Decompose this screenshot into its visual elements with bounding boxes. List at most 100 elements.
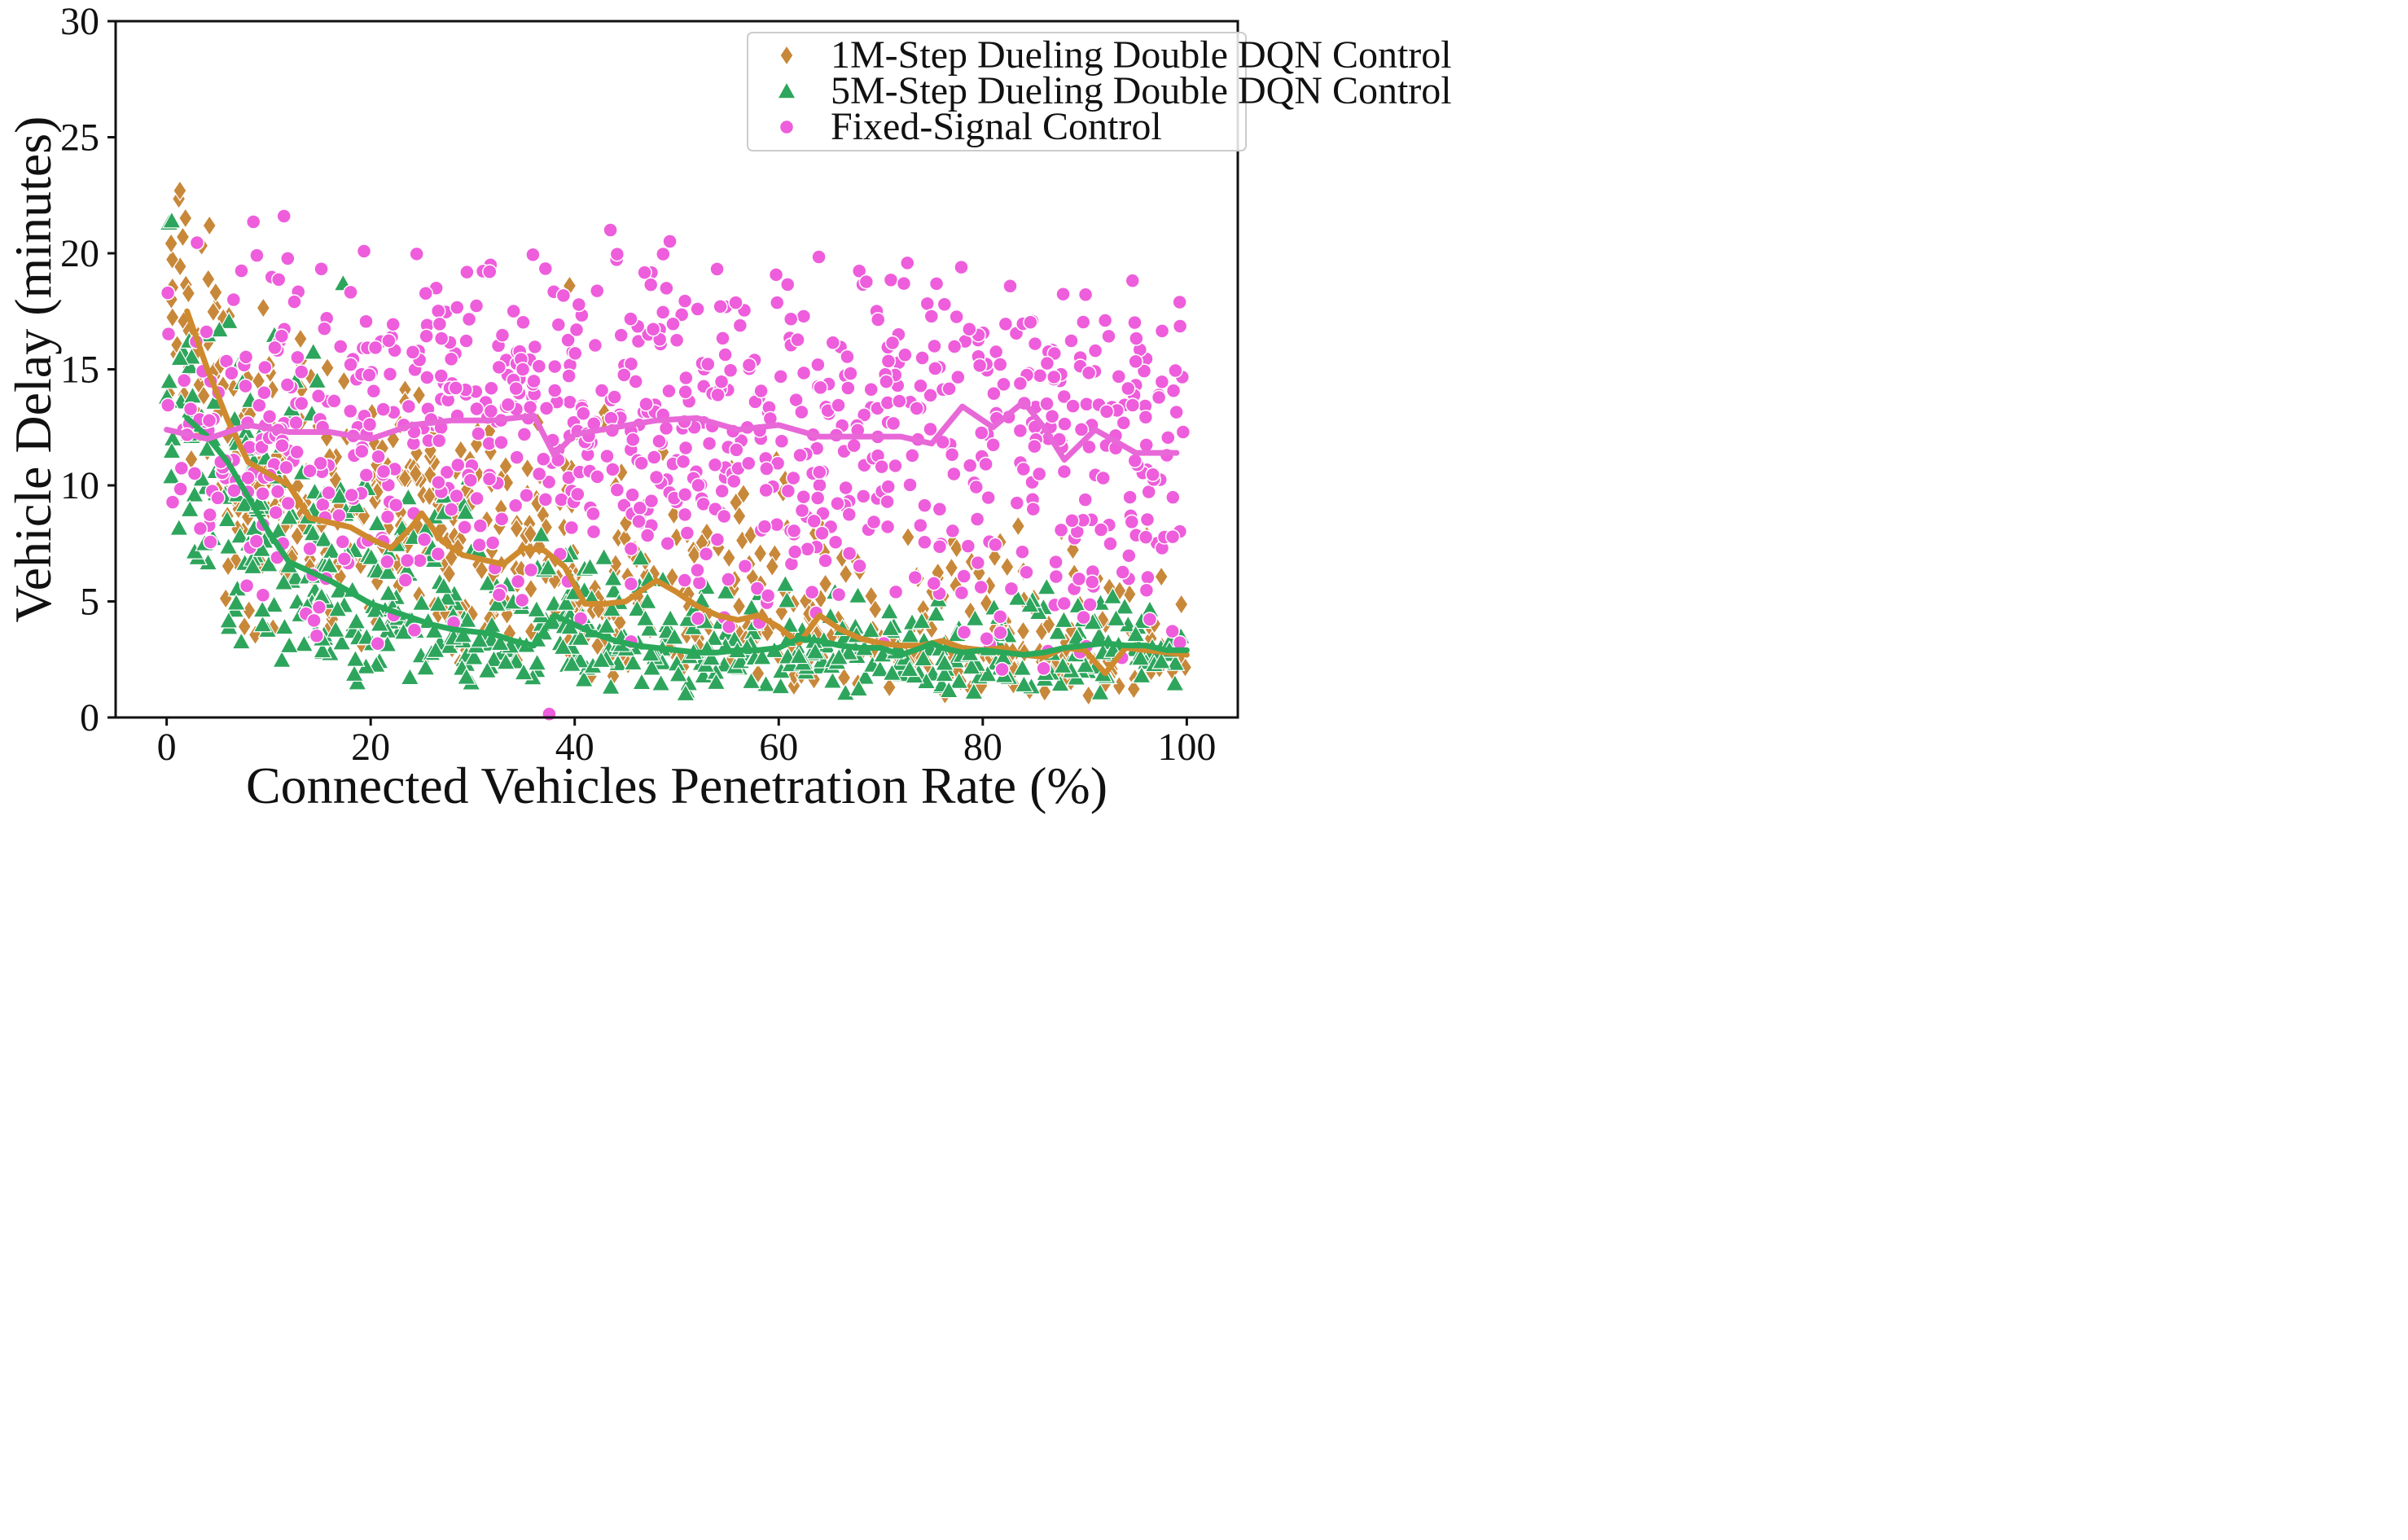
data-point (388, 497, 404, 513)
data-point (729, 442, 744, 458)
data-point (1154, 566, 1169, 588)
data-point (274, 437, 290, 454)
data-point (459, 264, 475, 280)
data-point (879, 494, 895, 510)
data-point (1131, 665, 1151, 684)
data-point (491, 587, 507, 603)
data-point (926, 576, 942, 591)
data-point (312, 640, 332, 659)
data-point (523, 562, 539, 578)
data-point (201, 413, 217, 428)
data-point (706, 672, 726, 691)
data-point (1138, 410, 1154, 425)
scatter-layer (156, 179, 1193, 722)
data-point (773, 369, 788, 384)
data-point (239, 577, 255, 594)
data-point (634, 455, 649, 472)
data-point (441, 563, 457, 585)
data-point (846, 437, 862, 454)
data-point (186, 466, 203, 481)
data-point (945, 523, 961, 539)
data-point (472, 518, 489, 533)
data-point (602, 599, 622, 617)
data-point (841, 546, 857, 561)
data-point (219, 311, 239, 330)
data-point (483, 403, 499, 419)
data-point (1000, 556, 1015, 578)
data-point (985, 437, 1001, 453)
data-point (907, 569, 923, 586)
data-point (561, 368, 577, 384)
data-point (201, 268, 216, 290)
data-point (181, 283, 196, 305)
data-point (648, 469, 665, 485)
data-point (1138, 437, 1154, 453)
data-point (1165, 673, 1185, 691)
data-point (256, 296, 271, 319)
data-point (433, 576, 454, 595)
data-point (245, 214, 261, 230)
data-point (326, 620, 346, 638)
data-point (1175, 424, 1191, 440)
data-point (1073, 422, 1090, 437)
data-point (789, 646, 809, 665)
data-point (806, 513, 822, 529)
data-point (623, 311, 638, 327)
data-point (1015, 544, 1030, 559)
data-point (786, 523, 802, 539)
data-point (1081, 439, 1097, 455)
data-point (464, 647, 485, 665)
data-point (493, 435, 509, 450)
data-point (590, 469, 605, 485)
data-point (415, 657, 436, 676)
data-point (289, 444, 305, 460)
data-point (678, 384, 693, 400)
data-point (1056, 388, 1072, 405)
data-point (398, 487, 419, 506)
data-point (1097, 313, 1113, 328)
data-point (934, 664, 954, 682)
data-point (313, 455, 328, 472)
data-point (1071, 571, 1087, 587)
data-point (343, 357, 358, 372)
data-point (1032, 368, 1048, 384)
data-point (525, 247, 541, 262)
data-point (944, 557, 959, 579)
data-point (669, 332, 685, 348)
y-tick-label: 20 (60, 232, 99, 275)
data-point (704, 628, 724, 647)
data-point (928, 276, 945, 292)
data-point (643, 493, 660, 509)
data-point (651, 433, 667, 449)
data-point (1138, 529, 1154, 545)
data-point (1081, 684, 1096, 707)
data-point (787, 544, 803, 559)
data-point (361, 547, 381, 565)
data-point (272, 650, 292, 668)
data-point (379, 509, 396, 524)
data-point (531, 524, 551, 542)
data-point (317, 321, 332, 336)
data-point (1039, 396, 1055, 411)
data-point (430, 303, 446, 319)
y-tick-label: 0 (80, 696, 99, 739)
data-point (302, 463, 318, 479)
data-point (485, 535, 501, 551)
data-point (1122, 489, 1138, 505)
data-point (574, 669, 594, 687)
data-point (677, 293, 693, 309)
data-point (1037, 577, 1057, 595)
data-point (370, 636, 386, 652)
data-point (1003, 581, 1020, 597)
data-point (520, 458, 535, 480)
data-point (469, 490, 485, 507)
data-point (1075, 314, 1091, 330)
data-point (1023, 314, 1038, 330)
data-point (753, 383, 769, 399)
data-point (358, 314, 374, 329)
data-point (605, 462, 621, 477)
data-point (993, 609, 1008, 625)
data-point (1172, 294, 1187, 310)
data-point (484, 649, 504, 668)
data-point (293, 328, 308, 350)
